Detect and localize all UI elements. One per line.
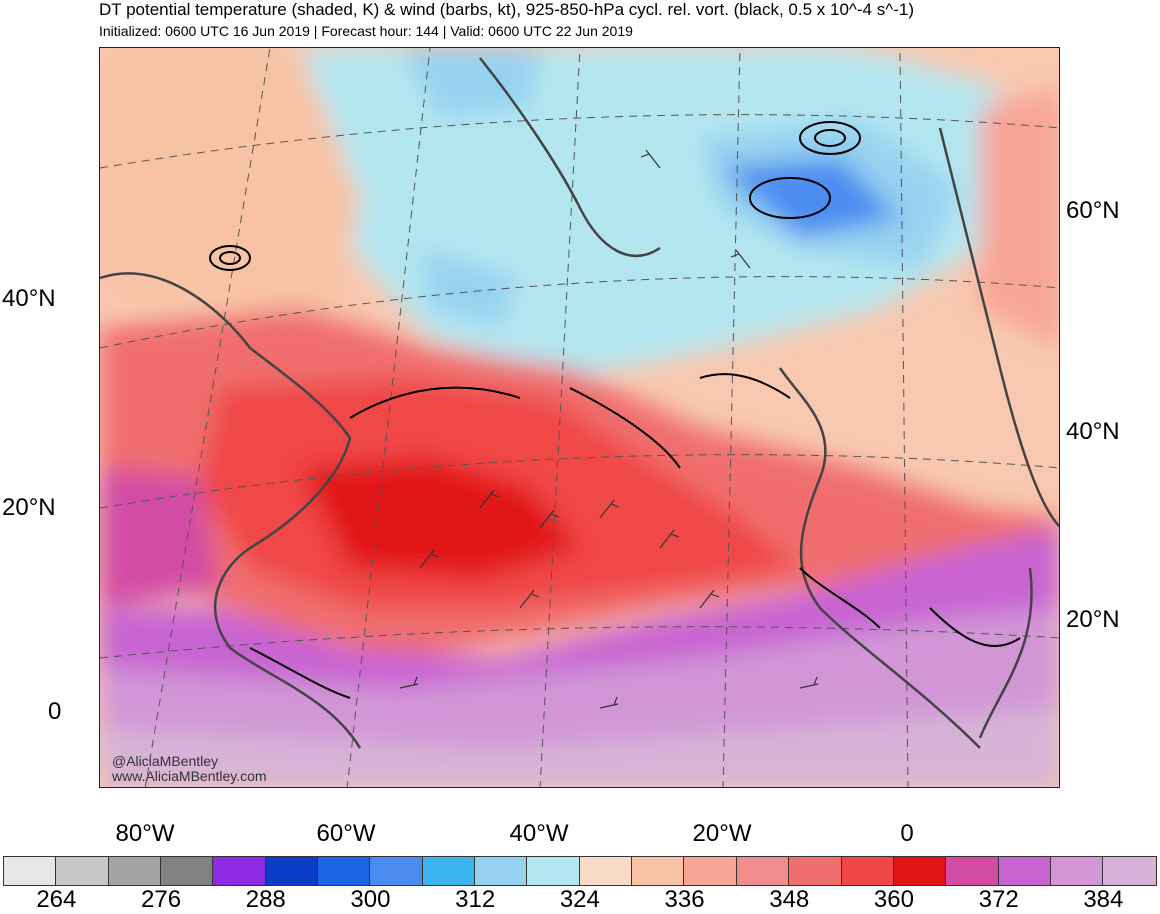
colorbar-swatch bbox=[1050, 857, 1104, 885]
lat-label-right: 20°N bbox=[1066, 606, 1120, 633]
colorbar-label: 288 bbox=[245, 886, 286, 913]
colorbar-swatch bbox=[4, 857, 57, 885]
colorbar-label: 360 bbox=[873, 886, 914, 913]
watermark: @AliciaMBentley www.AliciaMBentley.com bbox=[112, 754, 267, 784]
lat-label-left: 40°N bbox=[2, 285, 56, 312]
colorbar-label: 264 bbox=[36, 886, 77, 913]
colorbar-swatch bbox=[161, 857, 214, 885]
lat-label-left: 20°N bbox=[2, 494, 56, 521]
colorbar-swatch bbox=[422, 857, 476, 885]
colorbar-label: 348 bbox=[769, 886, 810, 913]
colorbar-swatch bbox=[527, 857, 580, 885]
colorbar bbox=[3, 856, 1157, 886]
colorbar-label: 300 bbox=[350, 886, 391, 913]
colorbar-label: 324 bbox=[559, 886, 600, 913]
colorbar-swatch bbox=[998, 857, 1051, 885]
watermark-handle: @AliciaMBentley bbox=[112, 753, 219, 769]
lat-label-left: 0 bbox=[48, 698, 62, 725]
colorbar-swatch bbox=[684, 857, 737, 885]
colorbar-label: 336 bbox=[664, 886, 705, 913]
lon-label: 20°W bbox=[692, 820, 752, 847]
colorbar-swatch bbox=[893, 857, 947, 885]
lat-label-right: 40°N bbox=[1066, 418, 1120, 445]
wind-barbs bbox=[399, 149, 819, 709]
watermark-site: www.AliciaMBentley.com bbox=[112, 768, 267, 784]
colorbar-label: 276 bbox=[141, 886, 182, 913]
colorbar-swatch bbox=[1103, 857, 1156, 885]
colorbar-swatch bbox=[318, 857, 371, 885]
lon-label: 0 bbox=[900, 820, 914, 847]
colorbar-swatch bbox=[108, 857, 162, 885]
colorbar-label: 372 bbox=[978, 886, 1019, 913]
lon-label: 40°W bbox=[509, 820, 569, 847]
colorbar-swatch bbox=[56, 857, 109, 885]
colorbar-swatch bbox=[370, 857, 423, 885]
graticule bbox=[100, 48, 1059, 787]
colorbar-label: 312 bbox=[455, 886, 496, 913]
weather-map[interactable] bbox=[99, 47, 1060, 788]
chart-subtitle: Initialized: 0600 UTC 16 Jun 2019 | Fore… bbox=[99, 23, 633, 39]
lat-label-right: 60°N bbox=[1066, 197, 1120, 224]
colorbar-swatch bbox=[632, 857, 685, 885]
colorbar-label: 384 bbox=[1083, 886, 1124, 913]
lon-label: 80°W bbox=[115, 820, 175, 847]
colorbar-swatch bbox=[579, 857, 633, 885]
vorticity-contours bbox=[209, 121, 1021, 699]
colorbar-swatch bbox=[946, 857, 999, 885]
coastlines bbox=[100, 57, 1059, 749]
colorbar-swatch bbox=[789, 857, 842, 885]
chart-title: DT potential temperature (shaded, K) & w… bbox=[99, 0, 914, 19]
map-canvas bbox=[100, 48, 1059, 787]
colorbar-swatch bbox=[841, 857, 894, 885]
colorbar-swatch bbox=[265, 857, 319, 885]
lon-label: 60°W bbox=[316, 820, 376, 847]
colorbar-swatch bbox=[213, 857, 266, 885]
colorbar-swatch bbox=[475, 857, 528, 885]
colorbar-swatch bbox=[736, 857, 790, 885]
